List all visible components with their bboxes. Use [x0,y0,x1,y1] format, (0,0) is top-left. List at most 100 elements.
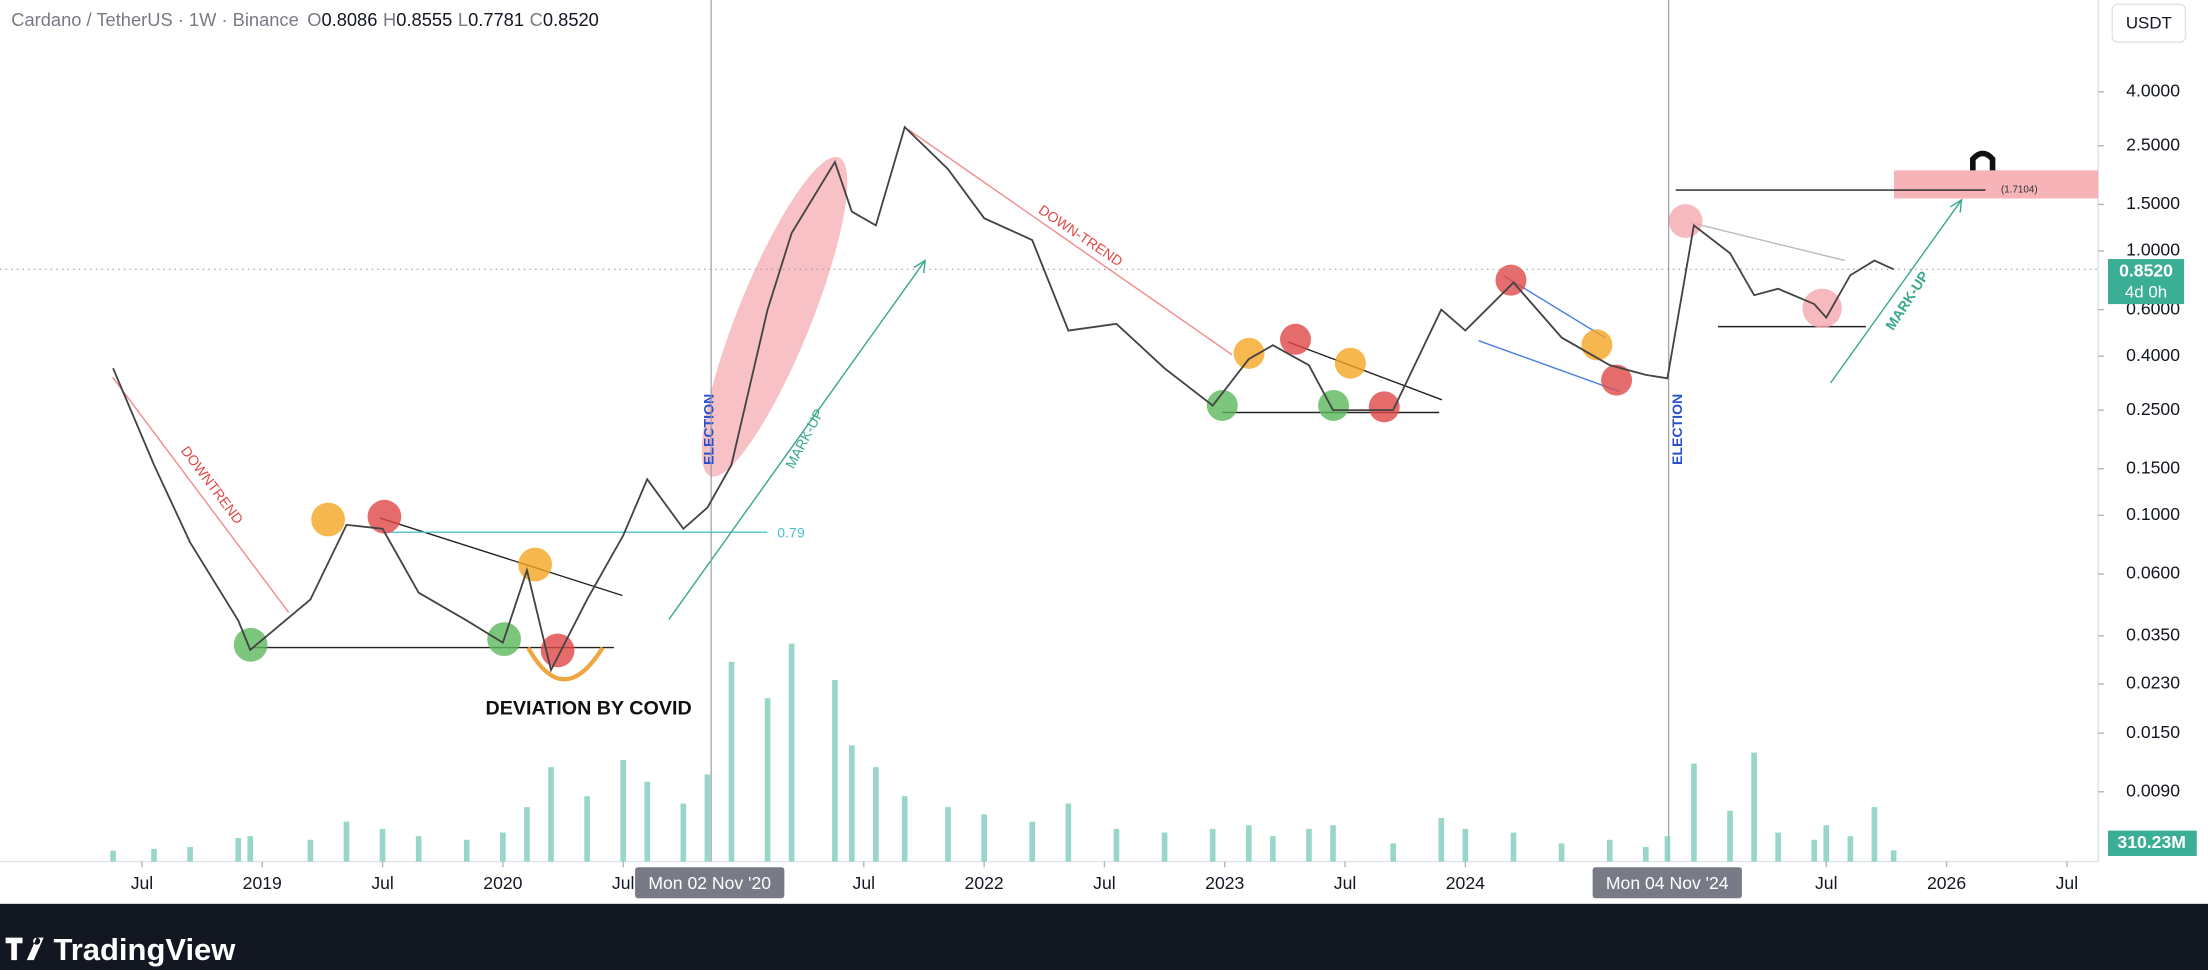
price-line [112,125,1895,673]
volume-bar [463,839,470,862]
x-tick-label: Jul [1815,873,1838,893]
volume-bar [379,828,386,862]
x-tick-label: Jul [131,873,154,893]
annotation: (1.7104) [2001,185,2038,196]
orange-marker [1233,337,1265,369]
volume-bar [187,847,193,862]
ohlc-label: L [458,9,468,30]
volume-bar [1510,832,1517,862]
volume-bar [1606,839,1613,862]
red-marker [1368,391,1400,423]
crosshair-label: Mon 02 Nov '20 [648,873,771,893]
volume-bar [247,836,254,862]
volume-bar [1029,821,1036,862]
orange-marker [1581,329,1613,361]
volume-bar [1270,836,1276,862]
volume-bar [1642,847,1649,862]
y-tick-label: 0.4000 [2126,345,2180,365]
x-tick-label: Jul [1334,873,1357,893]
volume-bar [873,767,879,862]
x-tick-label: Jul [2056,873,2079,893]
volume-bar [524,807,530,862]
volume-bar [548,767,554,862]
magnet-icon [1970,150,1996,171]
volume-bar [151,848,157,862]
volume-bar [1727,810,1733,862]
ohlc-label: C [530,9,543,30]
trend-line [907,128,1233,356]
deviation-curve [526,646,605,682]
y-tick-label: 0.0600 [2126,563,2180,583]
annotation: DEVIATION BY COVID [486,698,692,720]
volume-bar [110,850,116,862]
ohlc-label: O [307,9,321,30]
volume-bar [1871,807,1878,862]
volume-bar [1113,828,1120,862]
volume-bar [1065,803,1072,862]
volume-bar [500,832,506,862]
green-marker [1318,389,1350,421]
ohlc-value: 0.7781 [468,9,524,30]
volume-bar [680,803,687,862]
volume-bar [235,837,242,862]
y-tick-label: 0.2500 [2126,399,2180,419]
volume-bar [788,643,795,862]
annotation: ELECTION [700,394,716,465]
x-tick-label: 2019 [243,873,282,893]
orange-marker [311,502,345,537]
trend-line [112,376,290,613]
volume-bar [704,774,711,862]
x-tick-label: Jul [853,873,876,893]
red-marker [367,499,402,534]
x-tick-label: 2024 [1446,873,1485,893]
volume-bar [1330,825,1336,862]
annotation: 0.79 [777,524,805,540]
green-marker [233,627,268,662]
arrow-head [1949,198,1963,213]
y-tick-label: 2.5000 [2126,134,2180,154]
channel-line [1478,340,1620,393]
pink-marker [1802,288,1842,329]
currency-label[interactable]: USDT [2126,13,2172,32]
highlight-ellipse [701,156,848,477]
volume-bar [1161,832,1168,862]
brand-name: TradingView [54,932,237,967]
volume-bar [584,796,590,862]
green-marker [1206,389,1238,421]
x-tick-label: 2026 [1927,873,1966,893]
footer [0,903,2208,970]
y-tick-label: 1.5000 [2126,193,2180,213]
y-tick-label: 1.0000 [2126,240,2180,260]
volume-bar [1847,836,1854,862]
x-tick-label: Jul [371,873,394,893]
volume-bar [1751,752,1757,862]
resistance-line [1288,341,1443,401]
currency-button[interactable] [2111,3,2187,43]
volume-bar [620,759,627,862]
red-marker [1280,323,1311,355]
x-tick-label: 2022 [965,873,1004,893]
ohlc-value: 0.8555 [396,9,452,30]
ohlc-value: 0.8520 [543,9,599,30]
x-tick-label: Jul [1093,873,1116,893]
crosshair-label-box [635,867,785,899]
volume-bar [1775,832,1781,862]
volume-bar [1558,843,1565,862]
volume-bar [832,679,838,862]
last-price-tag [2108,259,2185,305]
volume-bar [981,814,987,862]
volume-bar [1811,839,1818,862]
volume-bar [945,807,951,862]
crosshair-label: Mon 04 Nov '24 [1606,873,1729,893]
volume-bar [1438,818,1445,862]
volume-bar [1209,828,1216,862]
y-tick-label: 0.0350 [2126,625,2180,645]
last-price: 0.8520 [2119,260,2173,280]
markup-arrow [1830,199,1963,384]
x-tick-label: 2020 [483,873,522,893]
volume-bar [1664,836,1671,862]
volume-bar [1890,850,1897,862]
y-tick-label: 0.1500 [2126,457,2180,477]
